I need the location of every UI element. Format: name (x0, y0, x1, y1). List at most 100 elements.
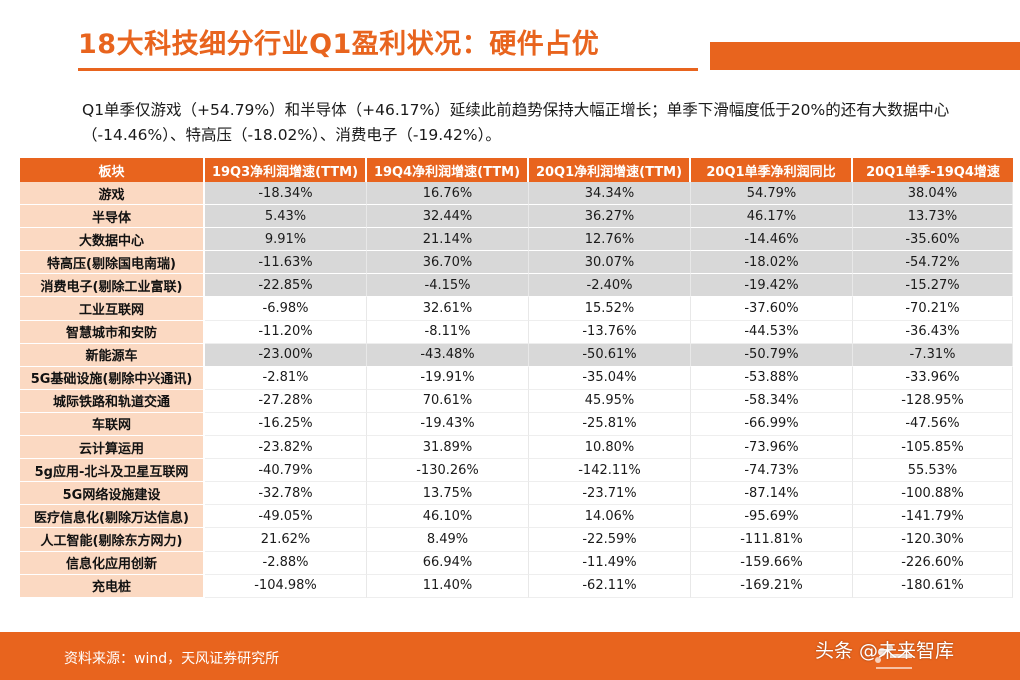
value-cell: -36.43% (853, 320, 1013, 344)
table-row: 充电桩 -104.98% 11.40% -62.11% -169.21% -180.61% (20, 574, 1013, 598)
value-cell: 11.40% (367, 574, 529, 598)
value-cell: -2.40% (529, 274, 691, 298)
value-cell: -22.85% (205, 274, 367, 298)
value-cell: -47.56% (853, 412, 1013, 437)
sector-name-cell: 游戏 (20, 182, 205, 206)
value-cell: -40.79% (205, 459, 367, 483)
value-cell: -22.59% (529, 528, 691, 552)
value-cell: 9.91% (205, 228, 367, 252)
value-cell: -23.00% (205, 343, 367, 367)
table-row: 信息化应用创新 -2.88% 66.94% -11.49% -159.66% -226.6… (20, 551, 1013, 575)
value-cell: 38.04% (853, 182, 1013, 206)
value-cell: 46.10% (367, 505, 529, 529)
value-cell: 8.49% (367, 528, 529, 552)
sector-name-cell: 云计算运用 (20, 436, 205, 460)
sector-name-cell: 大数据中心 (20, 228, 205, 252)
value-cell: -35.04% (529, 366, 691, 390)
sector-name-cell: 城际铁路和轨道交通 (20, 389, 205, 413)
value-cell: -66.99% (691, 412, 853, 437)
value-cell: -7.31% (853, 343, 1013, 367)
value-cell: -6.98% (205, 297, 367, 321)
value-cell: -37.60% (691, 297, 853, 321)
table-row: 消费电子(剔除工业富联) -22.85% -4.15% -2.40% -19.42% -1… (20, 274, 1013, 298)
value-cell: -4.15% (367, 274, 529, 298)
value-cell: -128.95% (853, 389, 1013, 413)
sector-name-cell: 充电桩 (20, 574, 205, 598)
value-cell: 21.14% (367, 228, 529, 252)
table-row: 5G网络设施建设 -32.78% 13.75% -23.71% -87.14% -100.… (20, 482, 1013, 506)
value-cell: -53.88% (691, 366, 853, 390)
value-cell: -35.60% (853, 228, 1013, 252)
value-cell: 46.17% (691, 205, 853, 229)
value-cell: -14.46% (691, 228, 853, 252)
column-header: 19Q3净利润增速(TTM) (205, 158, 367, 182)
value-cell: -11.20% (205, 320, 367, 344)
sector-name-cell: 工业互联网 (20, 297, 205, 321)
table-row: 医疗信息化(剔除万达信息) -49.05% 46.10% 14.06% -95.69% -… (20, 505, 1013, 529)
value-cell: -32.78% (205, 482, 367, 506)
value-cell: 32.61% (367, 297, 529, 321)
footer-bar (0, 632, 1020, 680)
value-cell: -15.27% (853, 274, 1013, 298)
table-row: 城际铁路和轨道交通 -27.28% 70.61% 45.95% -58.34% -128.… (20, 389, 1013, 413)
value-cell: -2.88% (205, 551, 367, 575)
value-cell: 31.89% (367, 436, 529, 460)
table-row: 大数据中心 9.91% 21.14% 12.76% -14.46% -35.60% (20, 228, 1013, 252)
column-header-sector: 板块 (20, 158, 205, 182)
column-header: 20Q1单季净利润同比 (691, 158, 853, 182)
value-cell: -19.43% (367, 412, 529, 437)
value-cell: 70.61% (367, 389, 529, 413)
table-row: 特高压(剔除国电南瑞) -11.63% 36.70% 30.07% -18.02% -54… (20, 251, 1013, 275)
value-cell: -50.61% (529, 343, 691, 367)
value-cell: -19.42% (691, 274, 853, 298)
value-cell: -49.05% (205, 505, 367, 529)
table-header-row: 板块 19Q3净利润增速(TTM) 19Q4净利润增速(TTM) 20Q1净利润增速(… (20, 158, 1013, 182)
value-cell: 34.34% (529, 182, 691, 206)
value-cell: 55.53% (853, 459, 1013, 483)
table-row: 5g应用-北斗及卫星互联网 -40.79% -130.26% -142.11% -74.… (20, 459, 1013, 483)
sector-name-cell: 5G基础设施(剔除中兴通讯) (20, 366, 205, 390)
page-title: 18大科技细分行业Q1盈利状况：硬件占优 (78, 29, 600, 60)
value-cell: 13.73% (853, 205, 1013, 229)
value-cell: 30.07% (529, 251, 691, 275)
value-cell: -105.85% (853, 436, 1013, 460)
value-cell: 16.76% (367, 182, 529, 206)
table-row: 5G基础设施(剔除中兴通讯) -2.81% -19.91% -35.04% -53.88… (20, 366, 1013, 390)
value-cell: -111.81% (691, 528, 853, 552)
value-cell: 13.75% (367, 482, 529, 506)
value-cell: -180.61% (853, 574, 1013, 598)
sector-name-cell: 车联网 (20, 412, 205, 437)
table-row: 人工智能(剔除东方网力) 21.62% 8.49% -22.59% -111.81% -1… (20, 528, 1013, 552)
table-row: 智慧城市和安防 -11.20% -8.11% -13.76% -44.53% -36.43… (20, 320, 1013, 344)
value-cell: -19.91% (367, 366, 529, 390)
value-cell: 36.70% (367, 251, 529, 275)
value-cell: -23.71% (529, 482, 691, 506)
table-row: 新能源车 -23.00% -43.48% -50.61% -50.79% -7.31% (20, 343, 1013, 367)
value-cell: -2.81% (205, 366, 367, 390)
footer-source: 资料来源：wind，天风证券研究所 (64, 651, 280, 667)
value-cell: -226.60% (853, 551, 1013, 575)
value-cell: -8.11% (367, 320, 529, 344)
sector-name-cell: 5G网络设施建设 (20, 482, 205, 506)
value-cell: -54.72% (853, 251, 1013, 275)
sector-name-cell: 人工智能(剔除东方网力) (20, 528, 205, 552)
value-cell: -18.02% (691, 251, 853, 275)
table-body: 游戏 -18.34% 16.76% 34.34% 54.79% 38.04% 半导体 5.43… (20, 182, 1013, 598)
column-header: 19Q4净利润增速(TTM) (367, 158, 529, 182)
sector-name-cell: 医疗信息化(剔除万达信息) (20, 505, 205, 529)
title-accent-band (710, 42, 1020, 70)
value-cell: -95.69% (691, 505, 853, 529)
watermark: 头条 @未来智库 (815, 640, 955, 662)
value-cell: -18.34% (205, 182, 367, 206)
value-cell: -87.14% (691, 482, 853, 506)
tianfeng-securities-logo-icon (875, 645, 912, 669)
value-cell: -50.79% (691, 343, 853, 367)
value-cell: 45.95% (529, 389, 691, 413)
value-cell: -33.96% (853, 366, 1013, 390)
value-cell: -27.28% (205, 389, 367, 413)
sector-name-cell: 5g应用-北斗及卫星互联网 (20, 459, 205, 483)
value-cell: 15.52% (529, 297, 691, 321)
value-cell: 66.94% (367, 551, 529, 575)
value-cell: -142.11% (529, 459, 691, 483)
value-cell: -100.88% (853, 482, 1013, 506)
